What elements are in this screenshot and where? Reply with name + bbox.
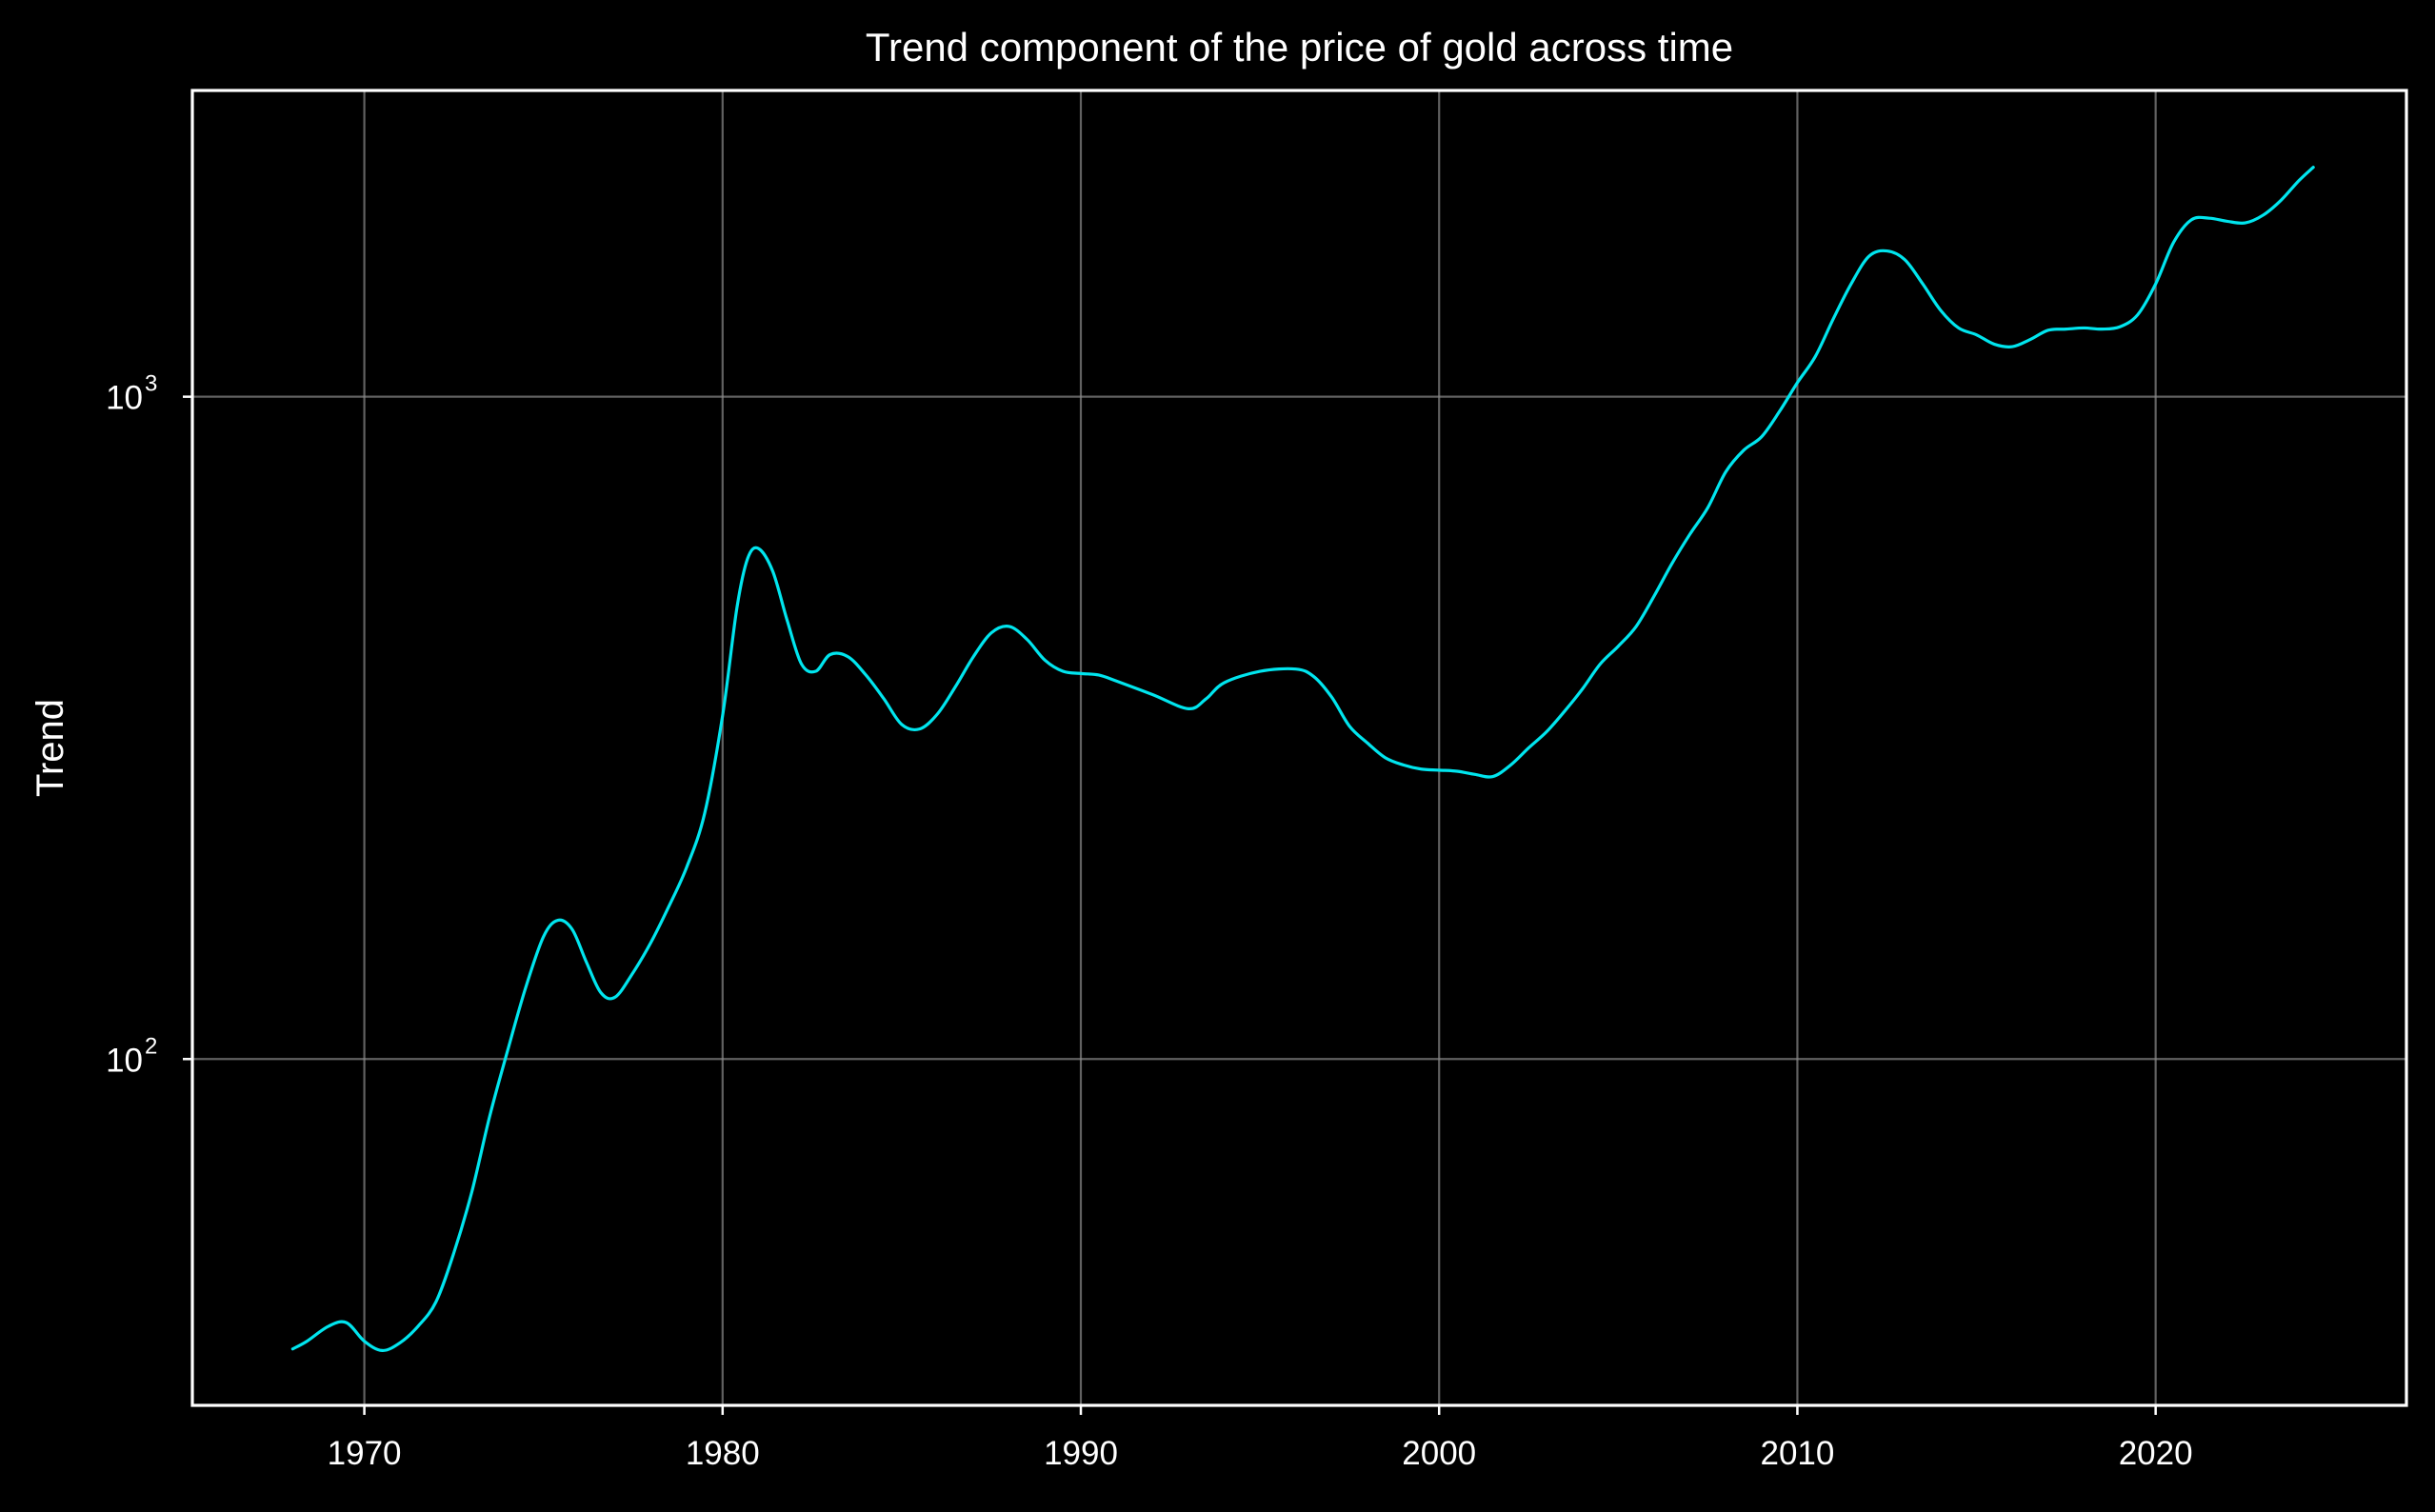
x-tick-label: 1990 — [1044, 1435, 1118, 1472]
y-tick-exponent: 2 — [145, 1033, 157, 1059]
trend-series-line — [290, 166, 2315, 1353]
y-tick-label: 10 3 — [106, 371, 157, 417]
y-axis-label: Trend — [30, 699, 71, 797]
x-tick-label: 2000 — [1402, 1435, 1476, 1472]
x-tick-label: 2020 — [2119, 1435, 2193, 1472]
series-layer — [290, 166, 2315, 1353]
grid-lines — [192, 90, 2406, 1405]
y-tick-exponent: 3 — [145, 371, 157, 397]
y-tick-label: 10 2 — [106, 1033, 157, 1079]
chart-title: Trend component of the price of gold acr… — [866, 25, 1733, 70]
y-tick-base: 10 — [106, 1042, 143, 1079]
x-tick-label: 2010 — [1760, 1435, 1834, 1472]
plot-frame — [190, 89, 2408, 1407]
x-tick-label: 1980 — [686, 1435, 760, 1472]
y-tick-base: 10 — [106, 380, 143, 417]
x-tick-label: 1970 — [328, 1435, 402, 1472]
